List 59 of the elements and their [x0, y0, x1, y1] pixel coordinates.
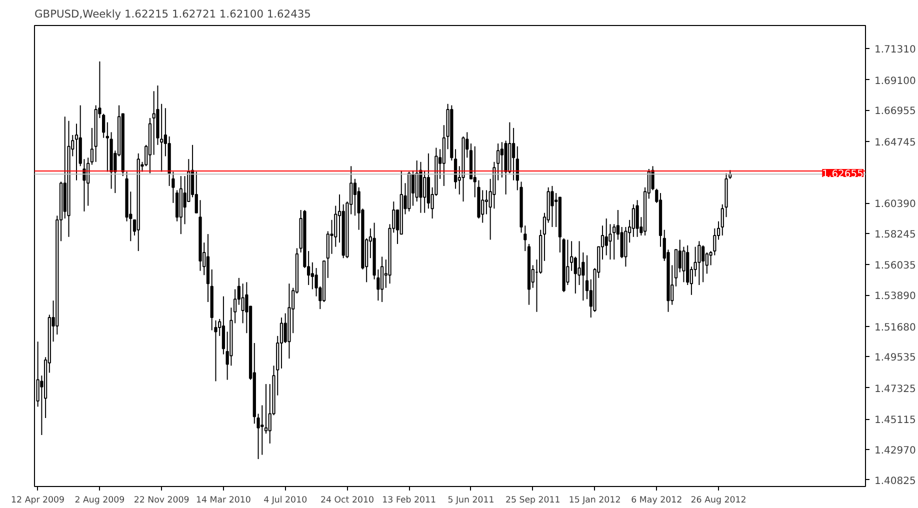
y-tick-label: 1.60390	[874, 199, 916, 210]
y-tick-label: 1.58245	[874, 229, 916, 240]
candlestick	[574, 256, 577, 294]
candlestick	[604, 218, 608, 256]
y-tick-label: 1.69100	[874, 76, 916, 87]
x-tick-label: 2 Aug 2009	[74, 496, 125, 506]
x-tick-label: 13 Feb 2011	[382, 496, 436, 506]
candlestick	[160, 103, 164, 172]
candlestick	[701, 244, 705, 283]
x-tick-label: 6 May 2012	[631, 496, 682, 506]
y-tick-label: 1.66955	[874, 106, 916, 118]
candlestick	[264, 384, 268, 434]
ref-line-label: 1.62655	[822, 169, 864, 180]
candlestick	[74, 123, 78, 181]
x-tick-label: 12 Apr 2009	[11, 496, 65, 506]
y-tick-label: 1.47325	[874, 384, 916, 395]
x-tick-label: 14 Mar 2010	[196, 496, 251, 506]
x-tick-label: 4 Jul 2010	[264, 496, 308, 506]
candlestick	[90, 127, 94, 166]
y-tick-label: 1.45115	[874, 415, 916, 426]
candlestick	[481, 190, 484, 224]
x-tick-label: 15 Jan 2012	[568, 496, 621, 506]
candlestick	[222, 296, 226, 355]
y-tick-label: 1.42970	[874, 446, 916, 457]
y-tick-label: 1.49535	[874, 352, 916, 364]
chart-title: GBPUSD,Weekly 1.62215 1.62721 1.62100 1.62435	[34, 8, 311, 20]
y-tick-label: 1.40825	[874, 476, 916, 487]
candlestick	[423, 170, 426, 214]
candlestick	[612, 224, 616, 260]
candlestick	[713, 228, 716, 256]
x-tick-label: 24 Oct 2010	[320, 496, 374, 506]
candlestick	[183, 176, 186, 225]
candlestick	[484, 190, 488, 215]
x-tick-label: 5 Jun 2011	[448, 496, 494, 506]
y-tick-label: 1.64745	[874, 137, 916, 148]
y-tick-label: 1.56035	[874, 260, 916, 272]
candlestick	[411, 170, 415, 206]
candlestick	[550, 185, 554, 228]
candlestick	[260, 404, 264, 456]
candlestick	[636, 200, 639, 238]
candlestick	[194, 171, 198, 214]
y-tick-label: 1.53890	[874, 291, 916, 302]
candlestick	[310, 262, 314, 290]
candlestick	[698, 240, 701, 286]
y-tick-label: 1.71310	[874, 44, 916, 56]
x-tick-label: 26 Aug 2012	[690, 496, 746, 506]
candlestick	[353, 178, 357, 216]
candlestick	[102, 113, 106, 138]
x-tick-label: 25 Sep 2011	[505, 496, 560, 506]
y-tick-label: 1.51680	[874, 322, 916, 334]
candlestick	[280, 317, 284, 369]
candlestick	[632, 204, 635, 238]
candlestick	[651, 166, 654, 191]
candlestick	[106, 122, 109, 172]
candlestick	[500, 142, 504, 178]
candlestick	[380, 256, 384, 302]
candlestick	[512, 127, 516, 181]
candlestick	[152, 90, 156, 156]
x-tick-label: 22 Nov 2009	[134, 496, 190, 506]
